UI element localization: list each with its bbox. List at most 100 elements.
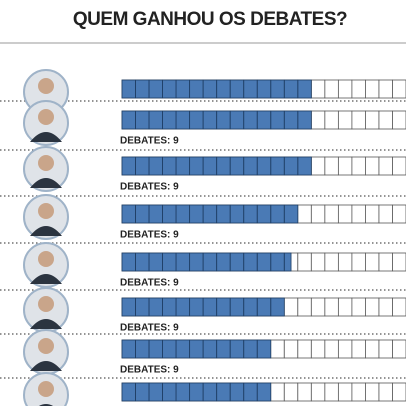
portrait-head [38,155,54,171]
portrait [23,372,69,406]
empty-cell [283,297,299,317]
empty-cell [392,110,406,130]
empty-cell [324,156,339,176]
empty-cell [378,297,393,317]
portrait-head [38,338,54,354]
empty-cell [378,204,393,224]
empty-cell [324,339,339,359]
empty-cell [324,110,339,130]
portrait-head [38,381,54,397]
cell-outline [297,110,312,130]
empty-cell [310,79,326,99]
sublabel: DEBATES: 9 [120,182,179,193]
portrait-body [30,178,62,188]
empty-cell [310,204,326,224]
empty-cell [392,297,406,317]
portrait-head [38,78,54,94]
sublabel: DEBATES: 9 [120,365,179,376]
portrait-head [38,251,54,267]
portrait [23,146,69,192]
empty-cell [365,110,380,130]
empty-cell [310,382,326,402]
empty-cell [310,252,326,272]
portrait [23,287,69,333]
empty-cell [392,204,406,224]
chart-title: QUEM GANHOU OS DEBATES? [73,9,347,30]
empty-cell [378,110,393,130]
empty-cell [310,339,326,359]
empty-cell [392,252,406,272]
portrait-body [30,361,62,371]
empty-cell [297,339,312,359]
portrait [23,194,69,240]
portrait [23,242,69,288]
cell-outline [297,156,312,176]
empty-cell [351,79,366,99]
sublabel: DEBATES: 9 [120,136,179,147]
empty-cell [324,297,339,317]
empty-cell [378,252,393,272]
empty-cell [337,204,353,224]
portrait-head [38,296,54,312]
empty-cell [365,204,380,224]
empty-cell [351,382,366,402]
empty-cell [351,204,366,224]
portrait-head [38,203,54,219]
empty-cell [365,252,380,272]
cell-outline [283,252,292,272]
empty-cell [283,339,299,359]
empty-cell [365,382,380,402]
empty-cell [337,297,353,317]
empty-cell [283,382,299,402]
cell-outline [283,204,299,224]
cell-outline [256,339,272,359]
empty-cell [297,297,312,317]
cell-outline [270,297,285,317]
empty-cell [378,339,393,359]
empty-cell [270,339,285,359]
portrait-body [30,274,62,284]
portrait [23,100,69,146]
empty-cell [351,297,366,317]
empty-cell [270,382,285,402]
empty-cell [351,156,366,176]
bar [122,383,271,401]
empty-cell [392,156,406,176]
empty-cell [297,252,312,272]
sublabel: DEBATES: 9 [120,230,179,241]
empty-cell [365,79,380,99]
bar [122,205,298,223]
empty-cell [365,339,380,359]
empty-cell [392,382,406,402]
empty-cell [324,252,339,272]
sublabel: DEBATES: 9 [120,278,179,289]
empty-cell [324,79,339,99]
empty-cell [324,204,339,224]
empty-cell [324,382,339,402]
empty-cell [337,156,353,176]
bar [122,253,292,271]
empty-cell [337,382,353,402]
empty-cell [378,156,393,176]
portrait-body [30,132,62,142]
sublabel: DEBATES: 9 [120,323,179,334]
bar [122,340,271,358]
empty-cell [297,204,312,224]
empty-cell [310,110,326,130]
empty-cell [337,110,353,130]
portrait-head [38,109,54,125]
cell-outline [297,79,312,99]
empty-cell [351,339,366,359]
empty-cell [365,156,380,176]
empty-cell [351,252,366,272]
empty-cell [337,252,353,272]
empty-cell [351,110,366,130]
empty-cell [297,382,312,402]
cell-outline [256,382,272,402]
empty-cell [392,339,406,359]
empty-cell [310,156,326,176]
portrait-body [30,319,62,329]
empty-cell [310,297,326,317]
portrait [23,329,69,375]
